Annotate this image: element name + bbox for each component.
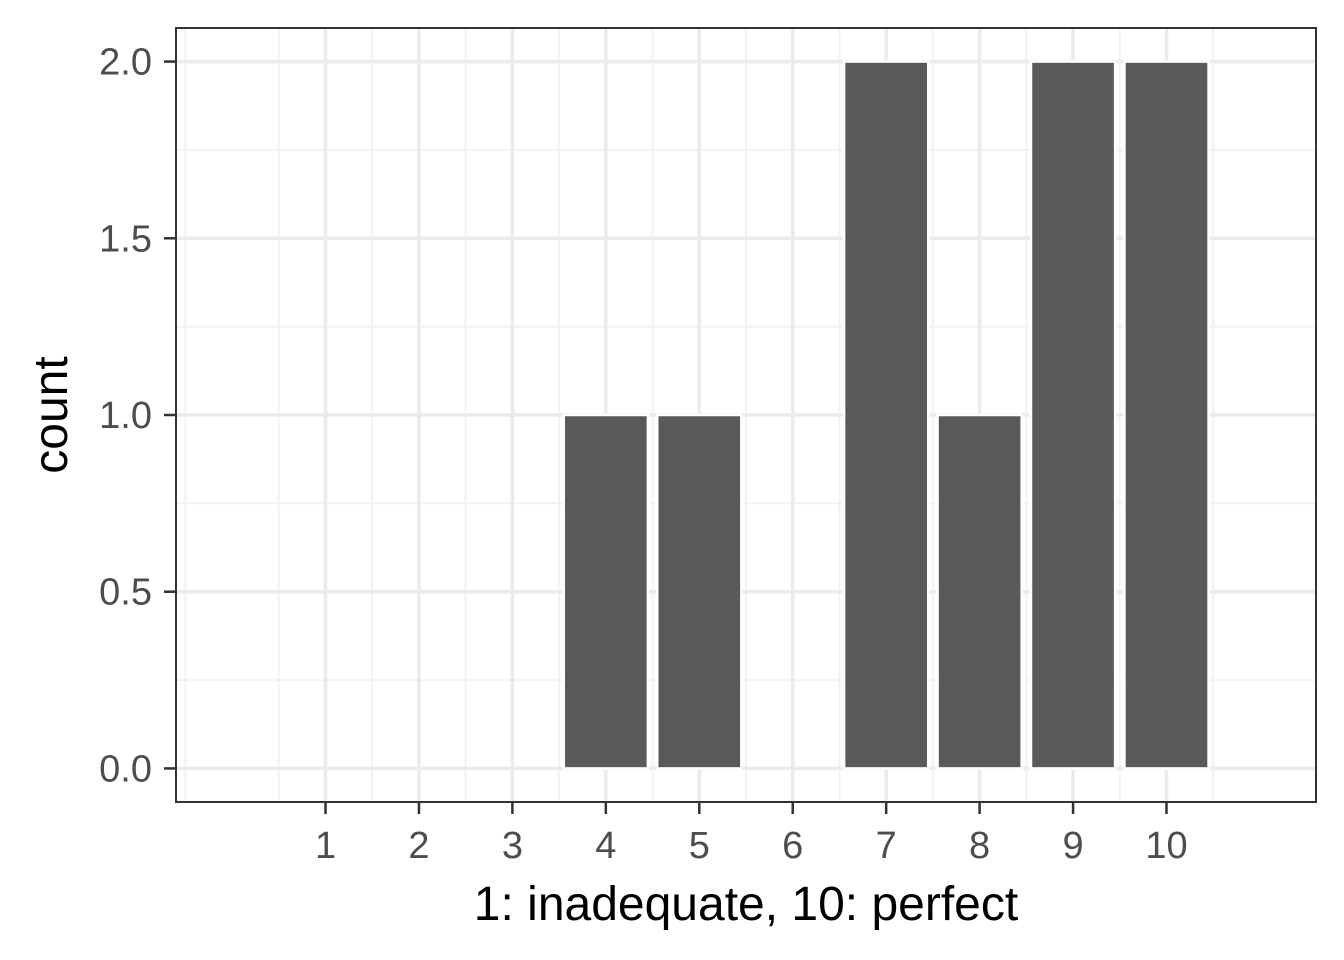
bars <box>562 60 1210 770</box>
x-tick-label: 9 <box>1062 825 1083 867</box>
x-axis-title: 1: inadequate, 10: perfect <box>474 878 1018 931</box>
y-axis-ticks <box>164 60 176 770</box>
y-tick-label: 2.0 <box>99 42 152 84</box>
y-tick-label: 1.5 <box>99 218 152 260</box>
y-axis-tick-labels: 0.0 0.5 1.0 1.5 2.0 <box>99 42 152 791</box>
x-axis-ticks <box>324 802 1168 814</box>
x-tick-label: 6 <box>782 825 803 867</box>
x-tick-label: 1 <box>315 825 336 867</box>
bar <box>655 413 743 770</box>
y-axis-title: count <box>25 356 78 473</box>
x-tick-label: 4 <box>595 825 616 867</box>
x-tick-label: 5 <box>689 825 710 867</box>
bar <box>1123 60 1210 770</box>
bar <box>936 413 1023 770</box>
x-tick-label: 3 <box>502 825 523 867</box>
y-tick-label: 1.0 <box>99 395 152 437</box>
x-axis-tick-labels: 1 2 3 4 5 6 7 8 9 10 <box>315 825 1188 867</box>
bar <box>562 413 650 770</box>
x-tick-label: 2 <box>408 825 429 867</box>
x-tick-label: 7 <box>876 825 897 867</box>
bar <box>842 60 930 770</box>
x-tick-label: 10 <box>1145 825 1187 867</box>
y-tick-label: 0.0 <box>99 748 152 790</box>
x-tick-label: 8 <box>969 825 990 867</box>
y-tick-label: 0.5 <box>99 572 152 614</box>
bar <box>1029 60 1117 770</box>
